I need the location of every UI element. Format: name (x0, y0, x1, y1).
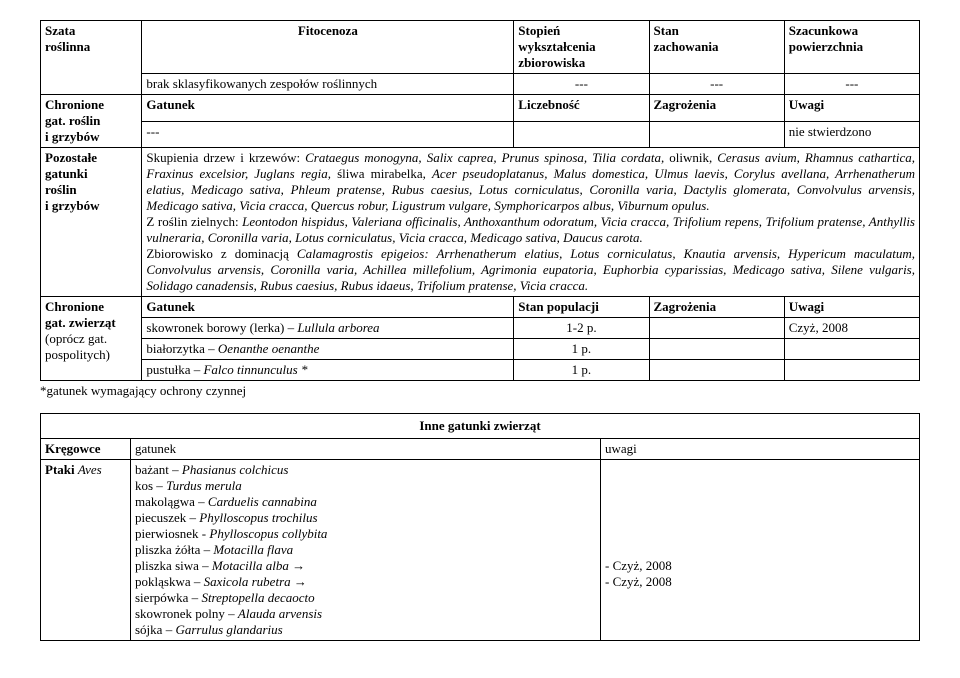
cell: Uwagi (784, 297, 919, 318)
row-chronione-header: Chronione gat. roślin i grzybów Gatunek … (41, 95, 920, 122)
text: białorzytka – (146, 341, 217, 356)
cell (784, 339, 919, 360)
cell: Kręgowce (41, 439, 131, 460)
cell (514, 121, 649, 148)
row-pozostale: Pozostałe gatunki roślin i grzybów Skupi… (41, 148, 920, 297)
cell-szacunkowa: Szacunkowa powierzchnia (784, 21, 919, 74)
row-zwierzat-header: Chronione gat. zwierząt (oprócz gat. pos… (41, 297, 920, 318)
cell: gatunek (131, 439, 601, 460)
text: Z roślin zielnych: (146, 214, 242, 229)
cell-species-text: Skupienia drzew i krzewów: Crataegus mon… (142, 148, 920, 297)
cell: 1-2 p. (514, 318, 649, 339)
cell: uwagi (601, 439, 920, 460)
cell-chronione-roslin: Chronione gat. roślin i grzybów (41, 95, 142, 148)
cell: 1 p. (514, 360, 649, 381)
cell: nie stwierdzono (784, 121, 919, 148)
cell: pustułka – Falco tinnunculus * (142, 360, 514, 381)
cell-fitocenoza: Fitocenoza (142, 21, 514, 74)
text: śliwa mirabelka, (337, 166, 432, 181)
text: skowronek borowy (lerka) – (146, 320, 297, 335)
text: Crataegus monogyna, Salix caprea, Prunus… (305, 150, 669, 165)
header-row: Szata roślinna Fitocenoza Stopień wykszt… (41, 21, 920, 74)
row-species-2: białorzytka – Oenanthe oenanthe 1 p. (41, 339, 920, 360)
cell: --- (649, 74, 784, 95)
cell-chronione-zwierzat: Chronione gat. zwierząt (oprócz gat. pos… (41, 297, 142, 381)
row-species-1: skowronek borowy (lerka) – Lullula arbor… (41, 318, 920, 339)
cell: brak sklasyfikowanych zespołów roślinnyc… (142, 74, 514, 95)
cell: --- (784, 74, 919, 95)
main-table: Szata roślinna Fitocenoza Stopień wykszt… (40, 20, 920, 381)
cell-stopien: Stopień wykształcenia zbiorowiska (514, 21, 649, 74)
text: Zbiorowisko z dominacją (146, 246, 296, 261)
cell-ptaki: Ptaki Aves (41, 460, 131, 641)
row-ptaki: Ptaki Aves bażant – Phasianus colchicusk… (41, 460, 920, 641)
footnote: *gatunek wymagający ochrony czynnej (40, 381, 920, 401)
cell (649, 360, 784, 381)
text: Falco tinnunculus * (203, 362, 307, 377)
cell (649, 121, 784, 148)
cell: Gatunek (142, 95, 514, 122)
cell: skowronek borowy (lerka) – Lullula arbor… (142, 318, 514, 339)
cell: Uwagi (784, 95, 919, 122)
text: Skupienia drzew i krzewów: (146, 150, 305, 165)
row-title: Inne gatunki zwierząt (41, 414, 920, 439)
cell (649, 339, 784, 360)
text: Lullula arborea (297, 320, 379, 335)
cell-pozostale: Pozostałe gatunki roślin i grzybów (41, 148, 142, 297)
cell-species-list: bażant – Phasianus colchicuskos – Turdus… (131, 460, 601, 641)
cell: Gatunek (142, 297, 514, 318)
cell: białorzytka – Oenanthe oenanthe (142, 339, 514, 360)
cell: Zagrożenia (649, 95, 784, 122)
text: Aves (78, 462, 102, 477)
text: Oenanthe oenanthe (218, 341, 319, 356)
cell: --- (142, 121, 514, 148)
row-species-3: pustułka – Falco tinnunculus * 1 p. (41, 360, 920, 381)
row-chronione-data: --- nie stwierdzono (41, 121, 920, 148)
cell-title: Inne gatunki zwierząt (41, 414, 920, 439)
cell: 1 p. (514, 339, 649, 360)
cell: Stan populacji (514, 297, 649, 318)
text: oliwnik, (669, 150, 717, 165)
animals-table: Inne gatunki zwierząt Kręgowce gatunek u… (40, 413, 920, 641)
cell-szata: Szata roślinna (41, 21, 142, 95)
cell (784, 360, 919, 381)
text: Chronione gat. zwierząt (45, 299, 116, 330)
cell-stan: Stan zachowania (649, 21, 784, 74)
cell: --- (514, 74, 649, 95)
cell: Liczebność (514, 95, 649, 122)
cell: Czyż, 2008 (784, 318, 919, 339)
text: Ptaki (45, 462, 78, 477)
cell (649, 318, 784, 339)
row-header: Kręgowce gatunek uwagi (41, 439, 920, 460)
row-brak: brak sklasyfikowanych zespołów roślinnyc… (41, 74, 920, 95)
text: pustułka – (146, 362, 203, 377)
cell: Zagrożenia (649, 297, 784, 318)
cell-notes: - Czyż, 2008- Czyż, 2008 (601, 460, 920, 641)
text: Leontodon hispidus, Valeriana officinali… (146, 214, 915, 245)
